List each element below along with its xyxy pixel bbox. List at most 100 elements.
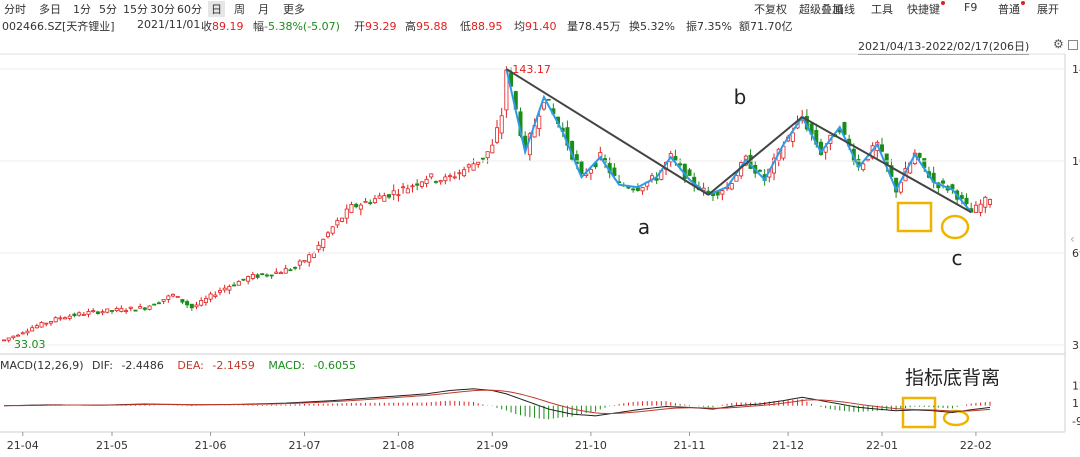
x-tick-label: 22-01	[866, 439, 898, 452]
candle-body	[476, 161, 481, 165]
candle-body	[279, 272, 284, 275]
candle-body	[729, 183, 734, 190]
annotation-b: b	[734, 85, 747, 109]
candle-body	[293, 266, 298, 269]
candle-body	[865, 158, 870, 161]
highlight-box-macd	[901, 396, 937, 429]
price-tick-label: 69.74	[1072, 247, 1080, 260]
toolbar-button-3[interactable]: 工具	[871, 3, 893, 16]
amplitude-field: 振7.35%	[686, 20, 732, 33]
candle-body	[537, 115, 542, 130]
candle-body	[152, 303, 157, 306]
candle-body	[128, 306, 133, 309]
trend-line-ab	[707, 116, 803, 196]
candle-body	[485, 151, 490, 159]
high-price-label: 143.17	[512, 63, 551, 76]
candle-body	[227, 286, 232, 291]
toolbar-button-6[interactable]: 普通	[998, 1, 1025, 17]
dea-readout: DEA: -2.1459	[177, 359, 255, 372]
candle-body	[401, 186, 406, 189]
toolbar-button-2[interactable]: 画线	[833, 3, 855, 16]
candle-body	[189, 303, 194, 309]
candle-body	[579, 161, 584, 175]
period-tab-9[interactable]: 月	[258, 3, 269, 16]
period-tab-4[interactable]: 15分	[123, 3, 148, 16]
candle-body	[452, 176, 457, 179]
period-tab-2[interactable]: 1分	[73, 3, 91, 16]
candle-body	[6, 337, 11, 341]
range-toggle-icon[interactable]	[1068, 40, 1078, 50]
toolbar-button-4[interactable]: 快捷键	[907, 1, 945, 17]
x-tick-label: 21-11	[674, 439, 706, 452]
close-field: 收89.19	[201, 20, 244, 33]
macd-readout: MACD: -0.6055	[268, 359, 357, 372]
candle-body	[880, 144, 885, 152]
candle-body	[250, 274, 255, 279]
period-tab-8[interactable]: 周	[234, 3, 245, 16]
avg-field: 均91.40	[514, 20, 557, 33]
candle-body	[124, 310, 129, 312]
candle-body	[16, 334, 21, 337]
candle-body	[166, 295, 171, 300]
period-tab-7[interactable]: 日	[208, 1, 225, 17]
candle-body	[39, 322, 44, 328]
annotation-a: a	[638, 215, 650, 239]
candle-body	[405, 188, 410, 194]
wave-line	[505, 68, 972, 213]
candle-body	[91, 310, 96, 313]
candle-body	[34, 325, 39, 329]
x-tick-label: 21-09	[476, 439, 508, 452]
candle-body	[114, 308, 119, 311]
period-tab-5[interactable]: 30分	[150, 3, 175, 16]
x-tick-label: 22-02	[960, 439, 992, 452]
candle-body	[410, 185, 415, 188]
toolbar-button-5[interactable]: F9	[964, 1, 978, 14]
chevron-left-icon[interactable]: ‹	[1070, 232, 1075, 246]
low-price-label: 33.03	[14, 338, 46, 351]
candle-body	[494, 127, 499, 143]
candle-body	[297, 260, 302, 266]
gear-icon[interactable]: ⚙	[1053, 37, 1064, 51]
candle-body	[217, 290, 222, 293]
candle-body	[20, 332, 25, 335]
candle-body	[119, 307, 124, 312]
period-tab-0[interactable]: 分时	[4, 3, 26, 16]
open-field: 开93.29	[354, 20, 397, 33]
x-tick-label: 21-08	[382, 439, 414, 452]
period-tab-6[interactable]: 60分	[177, 3, 202, 16]
candle-body	[213, 294, 218, 297]
toolbar-button-0[interactable]: 不复权	[754, 3, 787, 16]
candle-body	[757, 169, 762, 172]
highlight-circle-price	[940, 214, 970, 240]
candle-body	[48, 321, 53, 324]
stock-code: 002466.SZ[天齐锂业]	[2, 20, 115, 33]
candle-body	[678, 163, 683, 166]
turnover-field: 换5.32%	[629, 20, 675, 33]
toolbar-button-1[interactable]: 超级叠加	[799, 3, 843, 16]
candle-body	[269, 274, 274, 277]
candle-body	[372, 198, 377, 204]
highlight-box-price	[896, 201, 933, 233]
quote-date: 2021/11/01	[137, 18, 201, 31]
x-tick-label: 21-05	[96, 439, 128, 452]
candle-body	[635, 187, 640, 191]
period-tab-1[interactable]: 多日	[39, 3, 61, 16]
high-field: 高95.88	[405, 20, 448, 33]
toolbar-button-7[interactable]: 展开	[1037, 3, 1059, 16]
candle-body	[790, 132, 795, 142]
candle-body	[321, 238, 326, 248]
candle-body	[457, 172, 462, 175]
candle-body	[358, 204, 363, 210]
candle-body	[81, 313, 86, 316]
candle-body	[194, 304, 199, 308]
period-tab-3[interactable]: 5分	[99, 3, 117, 16]
candle-body	[109, 310, 114, 312]
candle-body	[377, 195, 382, 199]
candle-body	[260, 273, 265, 276]
candle-body	[316, 244, 321, 251]
period-tab-10[interactable]: 更多	[283, 3, 305, 16]
candle-body	[387, 194, 392, 198]
candle-body	[25, 330, 30, 334]
candle-body	[959, 195, 964, 199]
